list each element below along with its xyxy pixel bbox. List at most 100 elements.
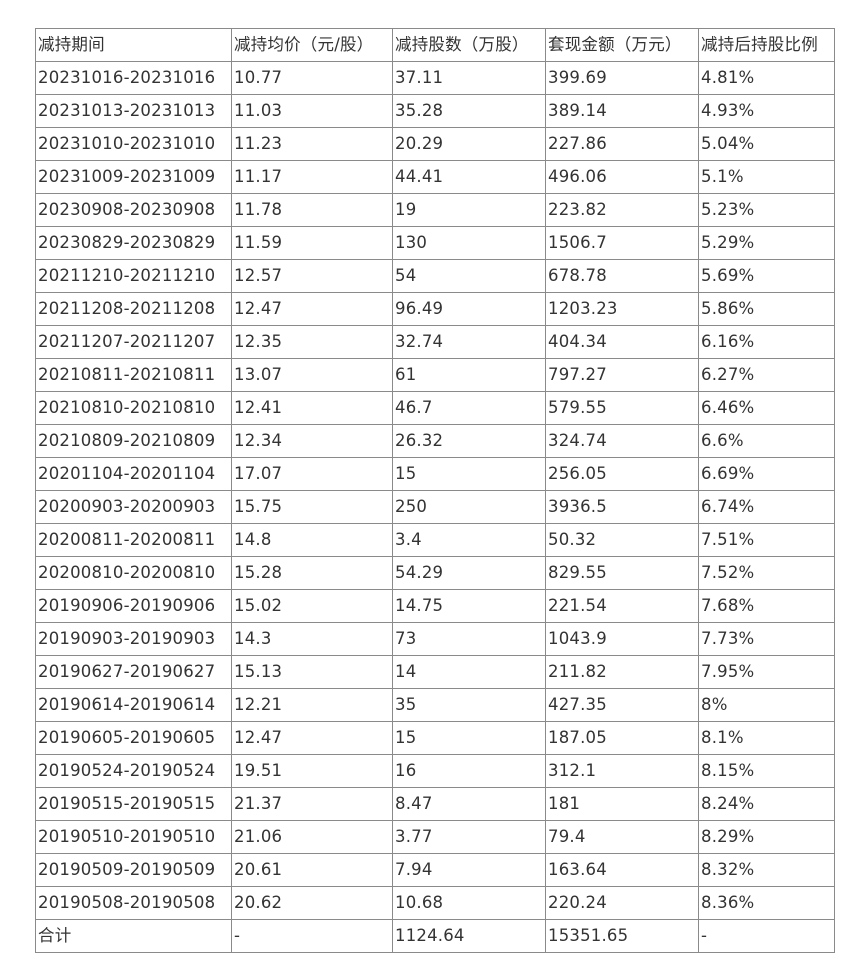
cell-amount: 389.14 xyxy=(545,94,699,128)
cell-avg-price: 12.57 xyxy=(231,259,393,293)
cell-holding-ratio: 8.1% xyxy=(698,721,835,755)
cell-amount: 187.05 xyxy=(545,721,699,755)
table-row: 20231009-20231009 11.17 44.41 496.06 5.1% xyxy=(35,160,835,194)
table-row: 20210810-20210810 12.41 46.7 579.55 6.46% xyxy=(35,391,835,425)
table-row: 20190515-20190515 21.37 8.47 181 8.24% xyxy=(35,787,835,821)
header-amount: 套现金额（万元） xyxy=(545,28,699,62)
cell-avg-price: 14.8 xyxy=(231,523,393,557)
table-row: 20190627-20190627 15.13 14 211.82 7.95% xyxy=(35,655,835,689)
total-row: 合计 -1124.64 15351.65- xyxy=(35,919,835,953)
cell-amount: 678.78 xyxy=(545,259,699,293)
cell-period: 20230829-20230829 xyxy=(35,226,232,260)
table-row: 20230908-20230908 11.78 19 223.82 5.23% xyxy=(35,193,835,227)
cell-period: 20190605-20190605 xyxy=(35,721,232,755)
table-row: 20231010-20231010 11.23 20.29 227.86 5.04% xyxy=(35,127,835,161)
cell-holding-ratio: 6.27% xyxy=(698,358,835,392)
table-row: 20201104-20201104 17.07 15 256.05 6.69% xyxy=(35,457,835,491)
cell-shares: 19 xyxy=(392,193,546,227)
cell-amount: 220.24 xyxy=(545,886,699,920)
cell-avg-price: 12.47 xyxy=(231,721,393,755)
table-row: 20190614-20190614 12.21 35 427.35 8% xyxy=(35,688,835,722)
cell-holding-ratio: 6.6% xyxy=(698,424,835,458)
cell-holding-ratio: 8.36% xyxy=(698,886,835,920)
cell-holding-ratio: 5.69% xyxy=(698,259,835,293)
cell-shares: 44.41 xyxy=(392,160,546,194)
cell-shares: 20.29 xyxy=(392,127,546,161)
header-shares: 减持股数（万股） xyxy=(392,28,546,62)
cell-amount: 181 xyxy=(545,787,699,821)
cell-shares: 73 xyxy=(392,622,546,656)
cell-avg-price: 17.07 xyxy=(231,457,393,491)
table-row: 20210809-20210809 12.34 26.32 324.74 6.6% xyxy=(35,424,835,458)
cell-period: 20190508-20190508 xyxy=(35,886,232,920)
cell-amount: 256.05 xyxy=(545,457,699,491)
cell-amount: 211.82 xyxy=(545,655,699,689)
cell-avg-price: 19.51 xyxy=(231,754,393,788)
cell-shares: 61 xyxy=(392,358,546,392)
table-row: 20200810-20200810 15.28 54.29 829.55 7.52% xyxy=(35,556,835,590)
cell-avg-price: 11.17 xyxy=(231,160,393,194)
cell-holding-ratio: 7.68% xyxy=(698,589,835,623)
table-row: 20190508-20190508 20.62 10.68 220.24 8.36% xyxy=(35,886,835,920)
cell-shares: 3.77 xyxy=(392,820,546,854)
cell-avg-price: 12.21 xyxy=(231,688,393,722)
cell-period: 20231016-20231016 xyxy=(35,61,232,95)
table-row: 20200811-20200811 14.8 3.4 50.32 7.51% xyxy=(35,523,835,557)
header-avg-price: 减持均价（元/股） xyxy=(231,28,393,62)
table-row: 20231016-20231016 10.77 37.11 399.69 4.81% xyxy=(35,61,835,95)
cell-holding-ratio: 6.16% xyxy=(698,325,835,359)
cell-shares: 130 xyxy=(392,226,546,260)
table-row: 20190605-20190605 12.47 15 187.05 8.1% xyxy=(35,721,835,755)
table-row: 20190509-20190509 20.61 7.94 163.64 8.32% xyxy=(35,853,835,887)
header-period: 减持期间 xyxy=(35,28,232,62)
cell-avg-price: 11.03 xyxy=(231,94,393,128)
cell-avg-price: 10.77 xyxy=(231,61,393,95)
cell-period: 20211207-20211207 xyxy=(35,325,232,359)
cell-period: 20190509-20190509 xyxy=(35,853,232,887)
cell-avg-price: 11.59 xyxy=(231,226,393,260)
cell-avg-price: 20.62 xyxy=(231,886,393,920)
cell-period: 20201104-20201104 xyxy=(35,457,232,491)
cell-shares: 15 xyxy=(392,457,546,491)
cell-period: 20230908-20230908 xyxy=(35,193,232,227)
cell-period: 20210811-20210811 xyxy=(35,358,232,392)
cell-amount: 324.74 xyxy=(545,424,699,458)
cell-amount: 163.64 xyxy=(545,853,699,887)
cell-period: 20231009-20231009 xyxy=(35,160,232,194)
cell-shares: 35 xyxy=(392,688,546,722)
cell-amount: 227.86 xyxy=(545,127,699,161)
table-row: 20190524-20190524 19.51 16 312.1 8.15% xyxy=(35,754,835,788)
cell-shares: 1124.64 xyxy=(392,919,546,953)
cell-amount: 579.55 xyxy=(545,391,699,425)
cell-period: 20200903-20200903 xyxy=(35,490,232,524)
cell-amount: 79.4 xyxy=(545,820,699,854)
cell-avg-price: 12.47 xyxy=(231,292,393,326)
cell-holding-ratio: 8% xyxy=(698,688,835,722)
cell-amount: 15351.65 xyxy=(545,919,699,953)
header-row: 减持期间 减持均价（元/股） 减持股数（万股） 套现金额（万元） 减持后持股比例 xyxy=(35,28,835,62)
cell-period: 20190524-20190524 xyxy=(35,754,232,788)
cell-amount: 496.06 xyxy=(545,160,699,194)
cell-avg-price: 15.13 xyxy=(231,655,393,689)
cell-shares: 250 xyxy=(392,490,546,524)
cell-amount: 797.27 xyxy=(545,358,699,392)
cell-period: 20210810-20210810 xyxy=(35,391,232,425)
cell-avg-price: 15.28 xyxy=(231,556,393,590)
cell-holding-ratio: 7.73% xyxy=(698,622,835,656)
cell-period: 20190510-20190510 xyxy=(35,820,232,854)
table-row: 20211210-20211210 12.57 54 678.78 5.69% xyxy=(35,259,835,293)
cell-holding-ratio: 6.69% xyxy=(698,457,835,491)
cell-holding-ratio: 6.74% xyxy=(698,490,835,524)
cell-amount: 404.34 xyxy=(545,325,699,359)
cell-avg-price: 21.37 xyxy=(231,787,393,821)
cell-shares: 96.49 xyxy=(392,292,546,326)
table-row: 20190906-20190906 15.02 14.75 221.54 7.68% xyxy=(35,589,835,623)
table-row: 20200903-20200903 15.75 250 3936.5 6.74% xyxy=(35,490,835,524)
cell-period: 20200811-20200811 xyxy=(35,523,232,557)
table-row: 20210811-20210811 13.07 61 797.27 6.27% xyxy=(35,358,835,392)
cell-shares: 8.47 xyxy=(392,787,546,821)
cell-amount: 1506.7 xyxy=(545,226,699,260)
cell-shares: 15 xyxy=(392,721,546,755)
cell-avg-price: 15.75 xyxy=(231,490,393,524)
table-row: 20211207-20211207 12.35 32.74 404.34 6.16% xyxy=(35,325,835,359)
